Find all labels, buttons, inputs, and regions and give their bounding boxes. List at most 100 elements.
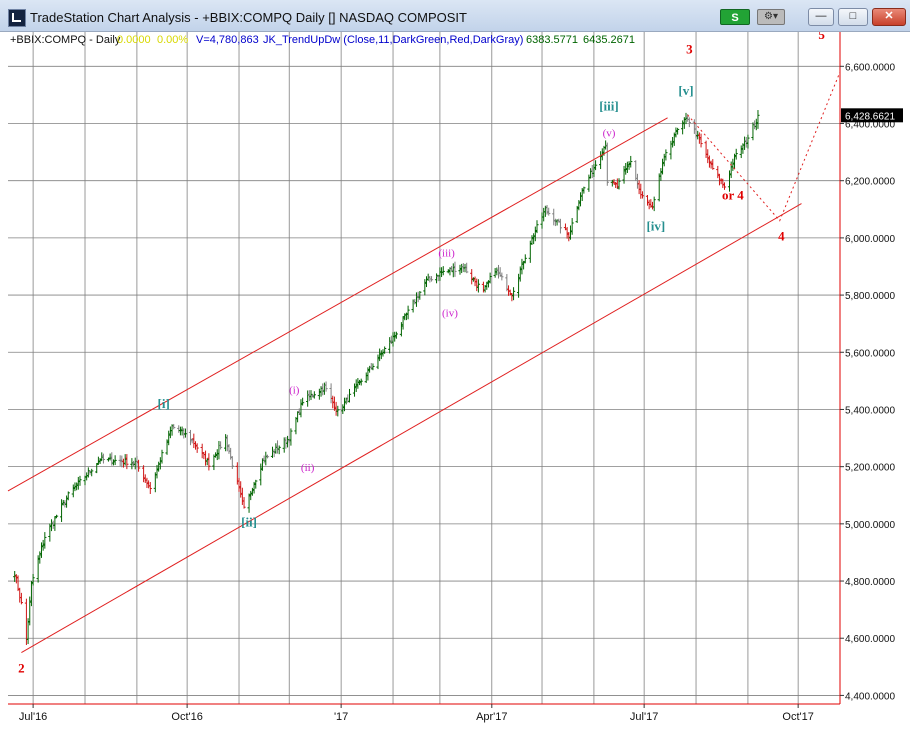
- price-bar: [699, 133, 703, 148]
- price-bar: [312, 391, 316, 399]
- price-bar: [558, 218, 563, 234]
- indicator-value-2: 6435.2671: [583, 34, 635, 46]
- channel-line: [21, 203, 802, 653]
- volume-label: V=4,780,863: [196, 34, 259, 46]
- price-bar: [511, 287, 516, 301]
- status-line: +BBIX:COMPQ - Daily 0.0000 0.00% V=4,780…: [10, 34, 635, 46]
- price-bar: [593, 160, 598, 171]
- price-bar: [125, 454, 129, 470]
- price-axis-label: 4,600.0000: [845, 634, 895, 645]
- wave-label: [iv]: [646, 219, 665, 234]
- price-bar: [219, 441, 223, 450]
- price-bar: [488, 272, 492, 284]
- price-bar: [277, 445, 281, 455]
- wave-label: [v]: [678, 83, 693, 98]
- price-bar: [500, 272, 504, 281]
- price-bar: [172, 423, 176, 430]
- price-bar: [183, 428, 188, 438]
- price-bar: [207, 453, 211, 471]
- wave-labels: 2 3 5 4 or 4 [i] [ii] [iii] [iv] [v] (i) (ii) (iii) (…: [18, 32, 825, 676]
- price-bar: [383, 346, 387, 354]
- time-axis-label: Jul'16: [19, 711, 47, 723]
- price-bar: [465, 262, 469, 274]
- price-axis-label: 5,800.0000: [845, 291, 895, 302]
- channel-line: [7, 117, 668, 492]
- price-axis-label: 4,400.0000: [845, 691, 895, 702]
- minimize-icon[interactable]: —: [808, 8, 834, 26]
- s-button[interactable]: S: [720, 9, 750, 25]
- wave-label: [i]: [158, 396, 170, 411]
- price-axis-label: 6,600.0000: [845, 62, 895, 73]
- price-bar: [371, 363, 375, 371]
- price-axis-label: 5,000.0000: [845, 520, 895, 531]
- price-chart[interactable]: 2 3 5 4 or 4 [i] [ii] [iii] [iv] [v] (i) (ii) (iii) (…: [0, 32, 910, 734]
- gear-icon[interactable]: ⚙▾: [757, 9, 785, 25]
- last-price-label: 6,428.6621: [845, 111, 895, 122]
- indicator-label: JK_TrendUpDw (Close,11,DarkGreen,Red,Dar…: [263, 34, 523, 46]
- change-value: 0.0000: [117, 34, 151, 46]
- trend-lines: [7, 71, 841, 653]
- price-axis-label: 6,400.0000: [845, 120, 895, 131]
- price-bar: [324, 381, 328, 392]
- price-bar: [265, 454, 270, 459]
- price-bar: [148, 482, 152, 494]
- price-bar: [336, 405, 340, 417]
- price-bar: [242, 497, 246, 509]
- price-bar: [43, 532, 47, 549]
- price-bar: [418, 291, 422, 300]
- price-bar: [629, 155, 633, 168]
- close-icon[interactable]: ✕: [872, 8, 906, 26]
- price-bar: [664, 149, 668, 161]
- price-axis-label: 5,400.0000: [845, 405, 895, 416]
- wave-label: (v): [603, 127, 616, 139]
- wave-label: [iii]: [599, 99, 619, 114]
- chart-background: [0, 32, 910, 734]
- time-axis-label: Jul'17: [630, 711, 658, 723]
- price-bar: [535, 220, 539, 234]
- price-bar: [582, 186, 586, 194]
- price-bar: [31, 573, 35, 586]
- price-bar: [160, 449, 164, 464]
- price-bar: [289, 428, 293, 446]
- price-bar: [722, 182, 727, 190]
- wave-label: 3: [686, 41, 693, 56]
- price-bar: [652, 196, 656, 212]
- wave-label: (i): [289, 385, 300, 397]
- price-axis-label: 6,000.0000: [845, 234, 895, 245]
- wave-label: (iv): [442, 308, 458, 320]
- price-bar: [605, 142, 609, 186]
- time-axis-label: Oct'17: [782, 711, 813, 723]
- last-price-marker: [841, 108, 903, 123]
- price-axis-label: 6,200.0000: [845, 177, 895, 188]
- title-bar: TradeStation Chart Analysis - +BBIX:COMP…: [0, 0, 910, 32]
- price-bar: [254, 479, 258, 489]
- price-bar: [687, 117, 691, 128]
- app-icon: [8, 9, 26, 27]
- s-button-label: S: [731, 12, 739, 24]
- price-bar: [78, 475, 82, 486]
- price-axis-label: 4,800.0000: [845, 577, 895, 588]
- price-bar: [734, 148, 738, 160]
- indicator-value-1: 6383.5771: [526, 34, 578, 46]
- time-axis-label: Apr'17: [476, 711, 507, 723]
- price-bar: [54, 514, 59, 519]
- chart-area[interactable]: 2 3 5 4 or 4 [i] [ii] [iii] [iv] [v] (i) (ii) (iii) (…: [0, 32, 910, 734]
- price-bar: [676, 127, 680, 135]
- maximize-icon[interactable]: □: [838, 8, 868, 26]
- price-bar: [359, 378, 363, 386]
- price-bar: [711, 159, 715, 170]
- price-bar: [301, 397, 305, 406]
- projection-path: [687, 71, 841, 222]
- price-bar: [90, 468, 94, 477]
- price-bar: [136, 459, 141, 472]
- grid: [8, 32, 840, 704]
- wave-label: or 4: [722, 187, 744, 202]
- price-bar: [101, 453, 106, 464]
- time-axis-label: Oct'16: [171, 711, 202, 723]
- price-bars: [13, 110, 760, 645]
- price-bar: [617, 178, 621, 190]
- wave-label: 4: [778, 229, 785, 244]
- symbol-label: +BBIX:COMPQ - Daily: [10, 34, 121, 46]
- axes: 6,600.0000 6,400.0000 6,200.0000 6,000.0000…: [8, 32, 903, 723]
- wave-label: (iii): [438, 247, 455, 259]
